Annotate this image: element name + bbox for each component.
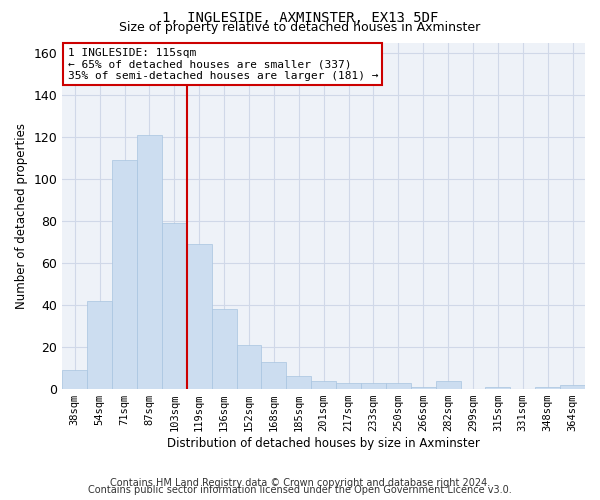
Bar [485,387,511,389]
Bar [535,387,560,389]
Bar [87,301,112,389]
Text: Size of property relative to detached houses in Axminster: Size of property relative to detached ho… [119,21,481,34]
Bar [112,160,137,389]
Bar [162,223,187,389]
X-axis label: Distribution of detached houses by size in Axminster: Distribution of detached houses by size … [167,437,480,450]
Bar [137,135,162,389]
Bar [236,345,262,389]
Bar [411,387,436,389]
Bar [212,310,236,389]
Text: 1, INGLESIDE, AXMINSTER, EX13 5DF: 1, INGLESIDE, AXMINSTER, EX13 5DF [162,11,438,25]
Bar [187,244,212,389]
Bar [311,380,336,389]
Bar [286,376,311,389]
Bar [336,383,361,389]
Text: Contains public sector information licensed under the Open Government Licence v3: Contains public sector information licen… [88,485,512,495]
Text: 1 INGLESIDE: 115sqm
← 65% of detached houses are smaller (337)
35% of semi-detac: 1 INGLESIDE: 115sqm ← 65% of detached ho… [68,48,378,81]
Bar [386,383,411,389]
Bar [361,383,386,389]
Bar [262,362,286,389]
Bar [62,370,87,389]
Bar [560,385,585,389]
Y-axis label: Number of detached properties: Number of detached properties [15,123,28,309]
Bar [436,380,461,389]
Text: Contains HM Land Registry data © Crown copyright and database right 2024.: Contains HM Land Registry data © Crown c… [110,478,490,488]
